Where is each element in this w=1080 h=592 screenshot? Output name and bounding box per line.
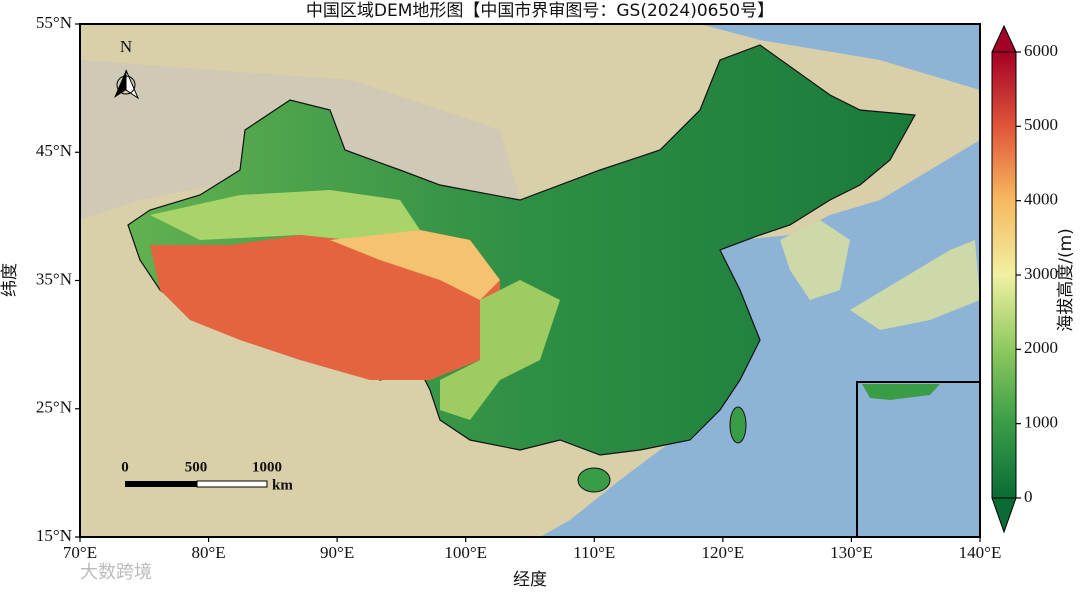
scale-bar-white: [196, 480, 268, 488]
scale-bar-black: [125, 481, 197, 487]
y-tick-label: 25°N: [36, 398, 72, 417]
x-tick-label: 100°E: [444, 543, 487, 562]
x-tick-label: 70°E: [63, 543, 97, 562]
scale-tick-label: 500: [185, 459, 208, 475]
x-tick-label: 130°E: [830, 543, 873, 562]
map-area: [79, 23, 981, 538]
north-arrow: N: [114, 37, 140, 100]
taiwan: [729, 406, 747, 444]
scale-tick-label: 1000: [252, 459, 282, 475]
colorbar-tick-label: 5000: [1024, 115, 1058, 134]
y-tick-label: 15°N: [36, 526, 72, 545]
korea: [780, 220, 850, 300]
colorbar-tick-label: 0: [1024, 487, 1033, 506]
colorbar-tick-label: 1000: [1024, 413, 1058, 432]
y-tick-label: 35°N: [36, 269, 72, 288]
yunnan-region: [440, 280, 560, 420]
south-sea-inset: [856, 381, 981, 538]
watermark: 大数跨境: [80, 562, 152, 583]
colorbar-body: [991, 51, 1017, 499]
x-tick-label: 110°E: [573, 543, 615, 562]
north-arrow-ring: [116, 75, 136, 95]
japan: [850, 240, 980, 330]
x-tick-label: 140°E: [959, 543, 1002, 562]
colorbar-tick-label: 3000: [1024, 264, 1058, 283]
x-axis-label: 经度: [513, 570, 547, 590]
colorbar-bottom: [991, 497, 1017, 534]
colorbar: 海拔高度/(m): [991, 24, 1076, 534]
y-tick-label: 55°N: [36, 13, 72, 32]
y-tick-label: 45°N: [36, 141, 72, 160]
scale-unit: km: [272, 477, 293, 493]
colorbar-top: [991, 24, 1017, 53]
y-axis-label: 纬度: [0, 263, 20, 297]
tarim-basin: [150, 190, 420, 240]
hainan: [577, 467, 611, 493]
north-label: N: [120, 37, 132, 56]
map-title: 中国区域DEM地形图【中国市界审图号：GS(2024)0650号】: [306, 1, 774, 21]
colorbar-tick-label: 6000: [1024, 41, 1058, 60]
colorbar-label: 海拔高度/(m): [1056, 228, 1076, 332]
scale-bar: km: [125, 477, 293, 493]
x-tick-label: 120°E: [702, 543, 745, 562]
x-tick-label: 80°E: [191, 543, 225, 562]
colorbar-tick-label: 4000: [1024, 190, 1058, 209]
colorbar-tick-label: 2000: [1024, 338, 1058, 357]
plateau-edge: [330, 230, 500, 300]
scale-tick-label: 0: [121, 459, 129, 475]
x-tick-label: 90°E: [320, 543, 354, 562]
inset-land: [862, 384, 940, 400]
